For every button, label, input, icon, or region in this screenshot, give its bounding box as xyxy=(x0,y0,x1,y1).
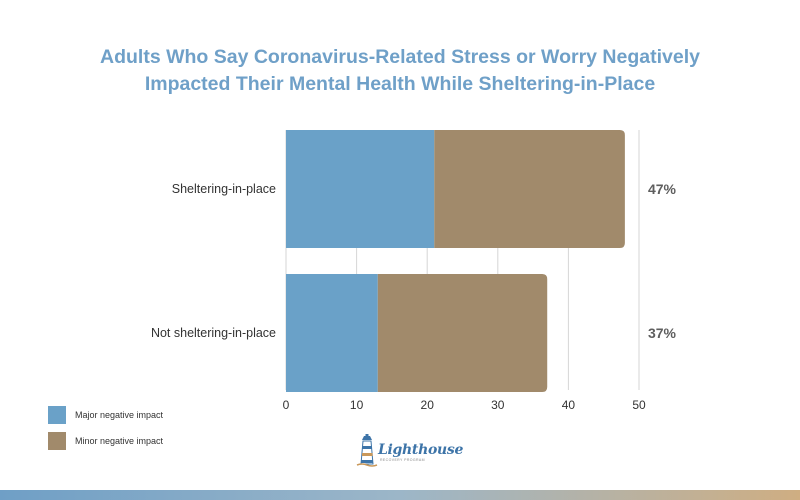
logo-name: Lighthouse xyxy=(378,442,464,458)
legend-item-major: Major negative impact xyxy=(48,406,163,424)
bar-segment-minor xyxy=(377,274,548,392)
lighthouse-icon xyxy=(356,434,378,467)
total-value-label: 47% xyxy=(648,181,677,197)
logo-tagline: RECOVERY PROGRAM xyxy=(380,458,425,462)
legend: Major negative impact Minor negative imp… xyxy=(48,406,163,458)
bar-segment-major xyxy=(286,130,435,248)
lighthouse-logo: Lighthouse RECOVERY PROGRAM xyxy=(356,434,463,468)
legend-item-minor: Minor negative impact xyxy=(48,432,163,450)
x-tick-label: 20 xyxy=(421,398,435,412)
bar-segment-major xyxy=(286,274,378,392)
chart-title-line-1: Adults Who Say Coronavirus-Related Stres… xyxy=(100,46,700,68)
legend-swatch-major xyxy=(48,406,66,424)
bars xyxy=(286,130,625,392)
category-label: Not sheltering-in-place xyxy=(151,326,276,340)
chart-title: Adults Who Say Coronavirus-Related Stres… xyxy=(0,44,800,98)
total-value-label: 37% xyxy=(648,325,677,341)
legend-label-minor: Minor negative impact xyxy=(75,436,164,446)
chart-title-line-2: Impacted Their Mental Health While Shelt… xyxy=(144,73,656,95)
legend-label-major: Major negative impact xyxy=(75,410,164,420)
x-tick-label: 0 xyxy=(283,398,290,412)
x-tick-label: 40 xyxy=(562,398,576,412)
x-tick-label: 50 xyxy=(632,398,646,412)
footer-gradient-bar xyxy=(0,490,800,500)
category-label: Sheltering-in-place xyxy=(172,182,276,196)
x-tick-label: 10 xyxy=(350,398,364,412)
x-tick-label: 30 xyxy=(491,398,505,412)
legend-swatch-minor xyxy=(48,432,66,450)
bar-segment-minor xyxy=(434,130,625,248)
labels: 0 10 20 30 40 50 Sheltering-in-place 47% Not she… xyxy=(151,181,677,412)
